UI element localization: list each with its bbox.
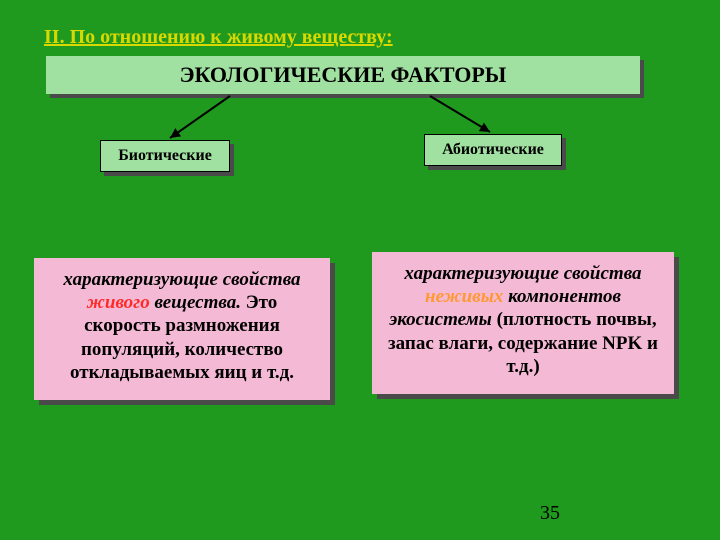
branch-right-label: Абиотические	[442, 141, 544, 159]
desc-segment: живого	[87, 292, 150, 313]
branch-right-face: Абиотические	[424, 134, 562, 166]
title-box-label: ЭКОЛОГИЧЕСКИЕ ФАКТОРЫ	[180, 62, 507, 88]
desc-segment: вещества.	[150, 292, 241, 313]
page-number: 35	[540, 502, 560, 525]
desc-segment: характеризующие свойства	[63, 269, 300, 290]
branch-left-face: Биотические	[100, 140, 230, 172]
section-heading: II. По отношению к живому веществу:	[44, 26, 393, 49]
branch-right-box: Абиотические	[424, 134, 562, 166]
arrow-left	[160, 86, 240, 148]
desc-segment: характеризующие свойства	[404, 263, 641, 284]
title-box: ЭКОЛОГИЧЕСКИЕ ФАКТОРЫ	[46, 56, 640, 94]
desc-left-box: характеризующие свойства живого вещества…	[34, 258, 330, 400]
title-box-face: ЭКОЛОГИЧЕСКИЕ ФАКТОРЫ	[46, 56, 640, 94]
desc-right-face: характеризующие свойства неживых компоне…	[372, 252, 674, 394]
desc-segment: неживых	[425, 286, 503, 307]
branch-left-box: Биотические	[100, 140, 230, 172]
branch-left-label: Биотические	[118, 147, 212, 165]
desc-right-box: характеризующие свойства неживых компоне…	[372, 252, 674, 394]
desc-left-face: характеризующие свойства живого вещества…	[34, 258, 330, 400]
